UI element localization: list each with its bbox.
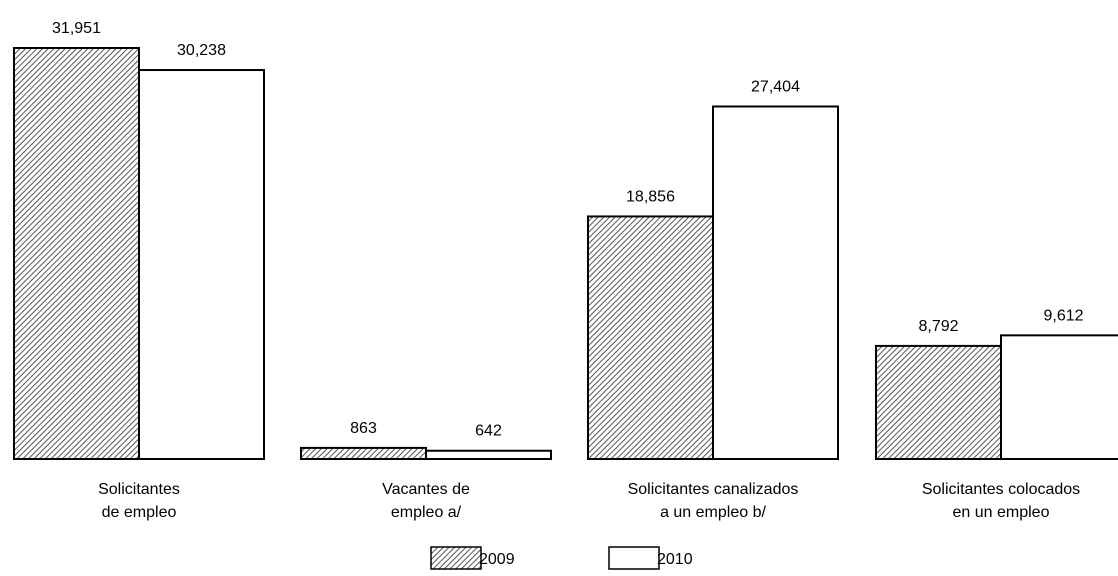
bar-2010-2 [425,449,552,461]
value-label-2010-2: 642 [475,423,502,440]
value-label-2010-4: 9,612 [1043,307,1083,324]
value-label-2009-1: 31,951 [52,20,101,37]
bar-2009-3 [587,215,714,460]
category-label-2-line-1: Vacantes de [382,481,470,498]
category-label-3-line-1: Solicitantes canalizados [628,481,799,498]
legend: 2009 2010 [430,546,693,570]
bar-2010-3 [712,105,839,461]
category-labels-group: Solicitantes de empleo Vacantes de empleo a… [98,481,1080,521]
value-label-2010-3: 27,404 [751,78,800,95]
bars-group [13,47,1118,461]
category-label-4-line-2: en un empleo [953,504,1050,521]
category-label-2-line-2: empleo a/ [391,504,462,521]
category-label-4-line-1: Solicitantes colocados [922,481,1080,498]
legend-swatch-2009 [430,546,482,570]
legend-swatch-2010 [608,546,660,570]
category-label-3-line-2: a un empleo b/ [660,504,766,521]
value-label-2010-1: 30,238 [177,42,226,59]
bar-2009-1 [13,47,140,460]
bar-2010-1 [138,69,265,460]
bar-2009-2 [300,446,427,460]
legend-label-2010: 2010 [657,551,693,568]
category-label-1-line-2: de empleo [102,504,177,521]
category-label-1-line-1: Solicitantes [98,481,180,498]
value-label-2009-4: 8,792 [918,318,958,335]
value-label-2009-3: 18,856 [626,188,675,205]
bar-2009-4 [875,344,1002,460]
bar-2010-4 [1000,334,1118,460]
value-label-2009-2: 863 [350,420,377,437]
legend-label-2009: 2009 [479,551,515,568]
value-labels-group: 31,951 30,238 863 642 18,856 27,404 8,792 9,612 [52,20,1084,440]
